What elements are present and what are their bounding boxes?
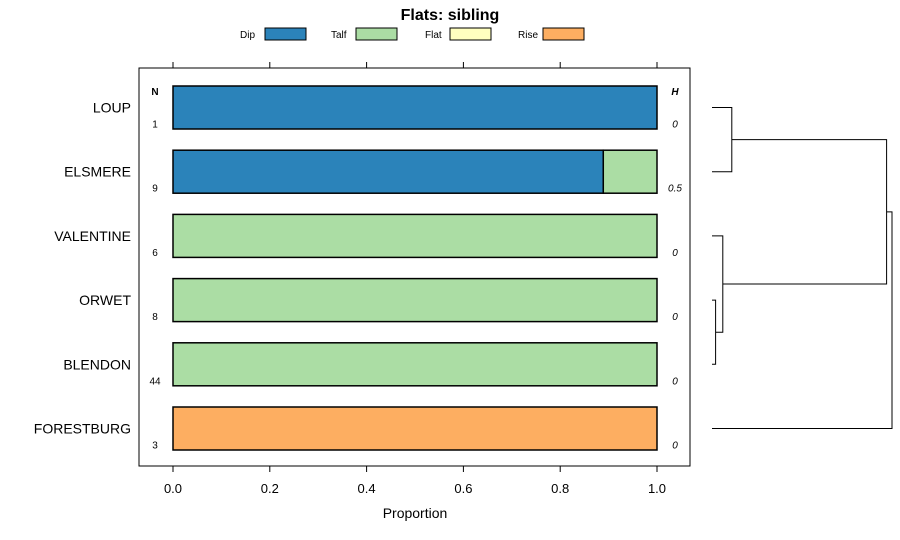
- h-value-blendon: 0: [672, 376, 678, 387]
- bar-elsmere-talf: [602, 149, 658, 194]
- n-value-loup: 1: [152, 120, 158, 131]
- n-value-orwet: 8: [152, 312, 158, 323]
- chart-title: Flats: sibling: [401, 7, 500, 24]
- x-tick-label-1: 0.2: [261, 481, 279, 496]
- legend-label-dip: Dip: [240, 30, 255, 41]
- row-label-elsmere: ELSMERE: [64, 164, 131, 180]
- x-tick-label-5: 1.0: [648, 481, 666, 496]
- x-tick-label-2: 0.4: [358, 481, 376, 496]
- n-value-elsmere: 9: [152, 184, 158, 195]
- row-label-blendon: BLENDON: [63, 356, 131, 372]
- x-tick-label-0: 0.0: [164, 481, 182, 496]
- bars-group: LOUP 1 0 ELSMERE 9 0.5 VALENTINE 6 0 ORWET 8 0 BLEND…: [34, 85, 682, 452]
- legend-label-talf: Talf: [331, 30, 347, 41]
- n-value-blendon: 44: [149, 376, 161, 387]
- row-label-forestburg: FORESTBURG: [34, 421, 131, 437]
- axes-group: 0.0 0.2 0.4 0.6 0.8 1.0: [164, 62, 666, 496]
- bar-loup-dip: [172, 85, 658, 130]
- dendrogram: [712, 107, 893, 429]
- dendrogram-merge-0: [712, 299, 717, 365]
- bar-blendon-talf: [172, 342, 658, 387]
- row-label-loup: LOUP: [93, 100, 131, 116]
- legend-swatch-talf: [355, 27, 398, 41]
- n-value-forestburg: 3: [152, 441, 158, 452]
- legend-label-rise: Rise: [518, 30, 538, 41]
- row-label-orwet: ORWET: [79, 292, 131, 308]
- x-tick-label-4: 0.8: [551, 481, 569, 496]
- bar-forestburg-rise: [172, 406, 658, 451]
- row-label-valentine: VALENTINE: [54, 228, 131, 244]
- h-value-elsmere: 0.5: [668, 184, 682, 195]
- legend-label-flat: Flat: [425, 30, 442, 41]
- dendrogram-merge-3: [722, 139, 888, 285]
- dendrogram-merge-1: [712, 235, 724, 333]
- n-value-valentine: 6: [152, 248, 158, 259]
- n-column-header: N: [151, 87, 158, 98]
- h-value-valentine: 0: [672, 248, 678, 259]
- h-value-orwet: 0: [672, 312, 678, 323]
- h-value-forestburg: 0: [672, 441, 678, 452]
- bar-elsmere-dip: [172, 149, 605, 194]
- dendrogram-merge-2: [712, 107, 733, 173]
- x-axis-title: Proportion: [383, 505, 448, 521]
- h-column-header: H: [671, 87, 679, 98]
- legend-swatch-flat: [449, 27, 492, 41]
- legend: Dip Talf Flat Rise: [240, 27, 585, 41]
- h-value-loup: 0: [672, 120, 678, 131]
- bar-orwet-talf: [172, 277, 658, 323]
- x-tick-label-3: 0.6: [454, 481, 472, 496]
- plot-frame: [138, 67, 691, 467]
- legend-swatch-dip: [264, 27, 307, 41]
- legend-swatch-rise: [542, 27, 585, 41]
- bar-valentine-talf: [172, 213, 658, 259]
- dendrogram-merge-4: [712, 211, 893, 429]
